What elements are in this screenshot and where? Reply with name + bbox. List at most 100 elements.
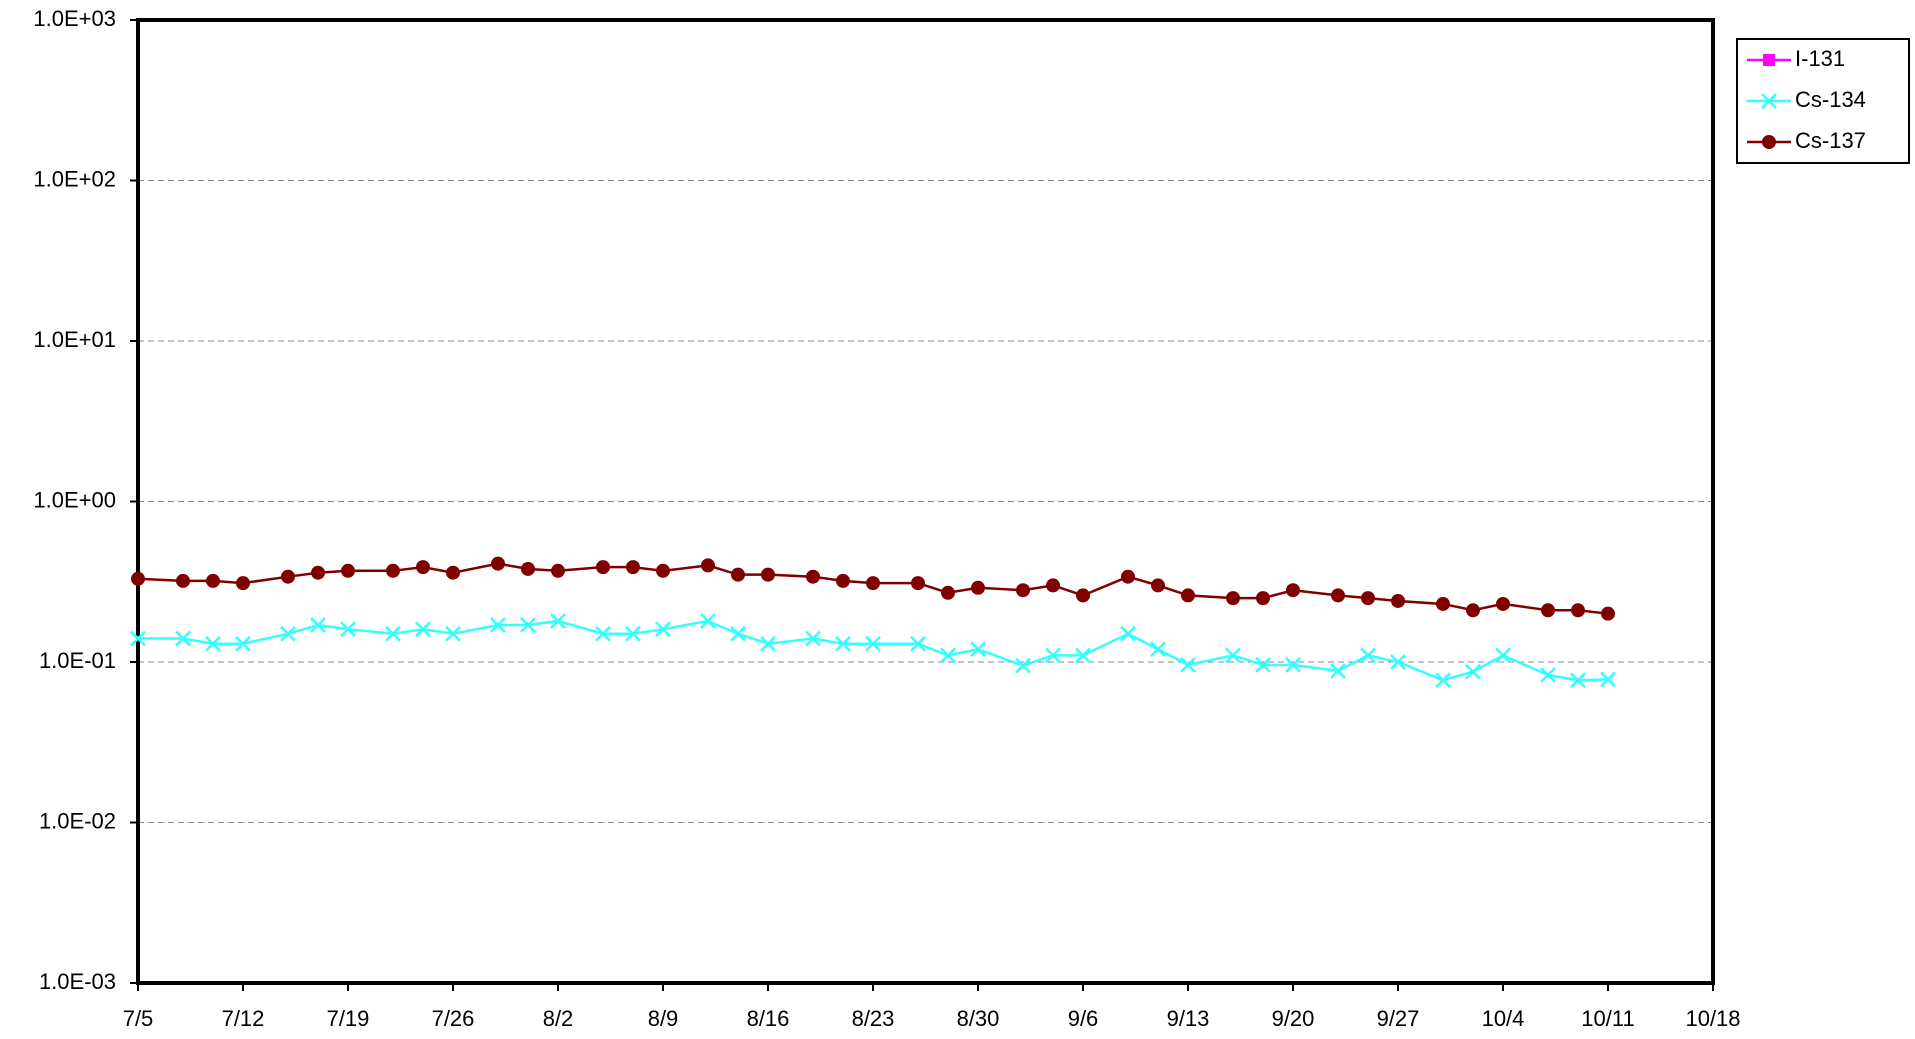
marker (385, 625, 401, 642)
marker (836, 573, 850, 588)
marker (446, 565, 460, 580)
x-tick-label: 8/9 (648, 1006, 679, 1031)
marker (911, 576, 925, 591)
x-tick-label: 10/11 (1581, 1006, 1634, 1031)
marker (1762, 135, 1776, 149)
marker (760, 635, 776, 652)
marker (1495, 647, 1511, 664)
marker (626, 560, 640, 575)
marker (491, 556, 505, 571)
marker (1496, 596, 1510, 611)
marker (865, 635, 881, 652)
marker (175, 630, 191, 647)
marker (1015, 657, 1031, 674)
x-tick-label: 7/12 (222, 1006, 265, 1031)
marker (1076, 588, 1090, 603)
marker (445, 625, 461, 642)
marker (596, 560, 610, 575)
marker (311, 565, 325, 580)
marker (970, 641, 986, 658)
legend-label: Cs-137 (1795, 128, 1866, 153)
marker (1541, 603, 1555, 618)
x-tick-label: 9/6 (1068, 1006, 1099, 1031)
x-tick-label: 10/4 (1482, 1006, 1525, 1031)
marker (310, 617, 326, 633)
marker (1330, 663, 1346, 679)
marker (910, 635, 926, 652)
marker (1571, 603, 1585, 618)
marker (205, 635, 221, 652)
y-tick-label: 1.0E+02 (33, 166, 116, 191)
marker (1121, 569, 1135, 584)
marker (235, 635, 251, 652)
marker (731, 567, 745, 582)
marker (971, 580, 985, 595)
marker (1150, 641, 1166, 658)
marker (1570, 672, 1586, 689)
x-tick-label: 7/26 (432, 1006, 475, 1031)
marker (521, 561, 535, 576)
marker (1181, 588, 1195, 603)
marker (280, 625, 296, 642)
marker (416, 560, 430, 575)
marker (550, 613, 566, 629)
x-tick-label: 10/18 (1685, 1006, 1740, 1031)
marker (1225, 647, 1241, 664)
y-tick-label: 1.0E+03 (33, 6, 116, 31)
marker (176, 573, 190, 588)
marker (1016, 583, 1030, 598)
x-tick-label: 9/27 (1377, 1006, 1420, 1031)
x-tick-label: 8/2 (543, 1006, 574, 1031)
marker (551, 563, 565, 578)
marker (1361, 591, 1375, 606)
marker (941, 585, 955, 600)
marker (1151, 578, 1165, 593)
marker (1761, 93, 1777, 109)
marker (341, 563, 355, 578)
marker (1360, 647, 1376, 664)
marker (1601, 606, 1615, 621)
marker (1390, 654, 1406, 670)
marker (1466, 603, 1480, 618)
marker (131, 571, 145, 586)
marker (236, 576, 250, 591)
x-tick-label: 8/16 (747, 1006, 790, 1031)
marker (1465, 663, 1481, 680)
marker (1226, 591, 1240, 606)
marker (1256, 591, 1270, 606)
x-tick-label: 8/23 (852, 1006, 895, 1031)
marker (1255, 656, 1271, 673)
x-tick-label: 7/5 (123, 1006, 154, 1031)
marker (1600, 671, 1616, 688)
marker (1180, 656, 1196, 673)
marker (761, 567, 775, 582)
marker (701, 558, 715, 573)
marker (866, 576, 880, 591)
y-tick-label: 1.0E+00 (33, 487, 116, 512)
marker (940, 647, 956, 664)
marker (1435, 672, 1451, 689)
plot-frame (136, 18, 1715, 985)
marker (206, 573, 220, 588)
marker (700, 613, 716, 629)
marker (1331, 588, 1345, 603)
y-tick-label: 1.0E+01 (33, 327, 116, 352)
marker (805, 630, 821, 647)
marker (806, 569, 820, 584)
legend-label: Cs-134 (1795, 87, 1866, 112)
y-tick-label: 1.0E-01 (39, 648, 116, 673)
x-tick-label: 9/20 (1272, 1006, 1315, 1031)
x-tick-label: 7/19 (327, 1006, 370, 1031)
marker (595, 625, 611, 642)
marker (386, 563, 400, 578)
marker (1285, 656, 1301, 673)
marker (520, 617, 536, 633)
y-tick-label: 1.0E-03 (39, 969, 116, 994)
marker (281, 569, 295, 584)
marker (835, 635, 851, 652)
marker (1540, 667, 1556, 683)
marker (1286, 583, 1300, 598)
series-line (138, 619, 1609, 682)
marker (655, 621, 671, 638)
marker (1391, 593, 1405, 608)
